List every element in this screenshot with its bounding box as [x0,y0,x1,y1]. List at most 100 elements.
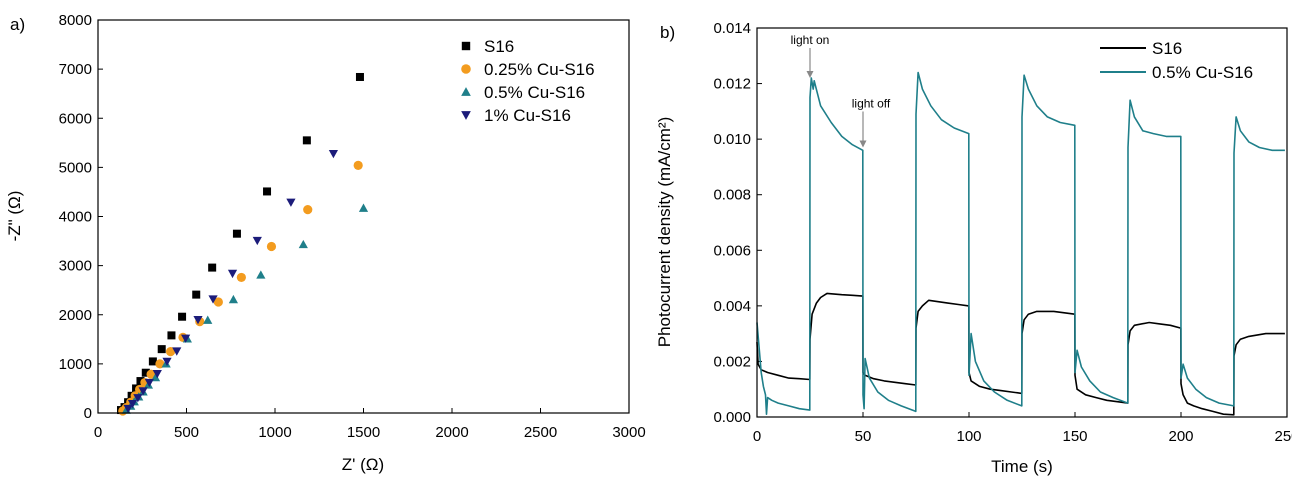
panel-a-data-point [192,290,201,299]
panel-a-legend-marker [461,111,471,120]
panel-b-series-lines [756,71,1285,416]
panel-b-photocurrent-plot: b) 0.000 0.002 0.004 0.006 0.008 0.010 0.012 0.… [655,20,1292,476]
panel-b-annotation-arrowhead [806,71,814,79]
panel-a-x-ticks: 0 500 1000 1500 2000 2500 3000 [94,408,646,441]
panel-a-data-point [141,368,150,377]
panel-b-y-ticks: 0.000 0.002 0.004 0.006 0.008 0.010 0.012 0.014 [713,20,762,426]
panel-a-data-point [172,347,182,356]
panel-a-data-point [133,394,143,403]
panel-a-data-point [358,203,369,212]
panel-b-y-tick-label: 0.000 [713,409,751,426]
panel-b-annotation-label: light off [852,96,891,110]
panel-a-y-tick-label: 5000 [59,159,92,176]
panel-a-data-point [123,404,133,414]
panel-a-eis-plot: a) 0 1000 2000 3000 4000 5000 6000 7000 8000 0 50… [5,12,646,474]
panel-a-data-point [155,359,165,369]
panel-a-data-point [203,315,213,324]
panel-a-data-point [302,136,311,145]
panel-a-series-2 [121,203,369,414]
panel-a-data-point [252,236,262,246]
panel-a-data-point [353,160,363,171]
panel-a-data-point [157,345,166,354]
panel-a-x-axis-title: Z' (Ω) [342,455,384,474]
panel-b-annotations: light on light off [791,33,891,148]
panel-b-x-tick-label: 0 [753,428,761,445]
panel-b-legend-label: S16 [1152,39,1182,58]
panel-a-data-point [263,187,272,196]
panel-a-data-point [127,399,138,409]
panel-a-y-tick-label: 1000 [59,356,92,373]
panel-a-data-point [208,263,217,272]
panel-b-y-axis-title: Photocurrent density (mA/cm²) [655,117,674,348]
panel-b-y-tick-label: 0.006 [713,242,751,259]
panel-a-x-tick-label: 1000 [258,424,291,441]
panel-a-data-point [144,378,154,388]
panel-b-annotation-arrowhead [859,140,867,148]
panel-a-legend-marker [461,41,471,51]
panel-a-legend-label: 1% Cu-S16 [484,106,571,125]
panel-b-label: b) [660,23,675,42]
panel-a-y-tick-label: 4000 [59,209,92,226]
panel-b-x-ticks: 0 50 100 150 200 250 [753,412,1292,445]
panel-a-data-point [328,149,339,159]
panel-b-annotation-label: light on [791,33,830,47]
panel-b-legend-label: 0.5% Cu-S16 [1152,63,1253,82]
panel-a-y-ticks: 0 1000 2000 3000 4000 5000 6000 7000 8000 [59,12,103,422]
panel-b-y-tick-label: 0.012 [713,76,751,93]
panel-a-data-point [152,370,162,379]
panel-a-y-tick-label: 6000 [59,110,92,127]
panel-a-legend-label: 0.5% Cu-S16 [484,83,585,102]
panel-b-x-axis-title: Time (s) [991,457,1053,476]
panel-a-data-point [266,241,277,252]
panel-a-x-tick-label: 1500 [347,424,380,441]
panel-a-data-point [138,387,148,396]
panel-a-legend-marker [461,87,471,96]
panel-b-x-tick-label: 150 [1062,428,1087,445]
panel-a-data-point [178,312,187,321]
panel-a-data-points [117,72,369,416]
panel-b-y-tick-label: 0.008 [713,187,751,204]
panel-a-data-point [167,331,176,340]
panel-b-plot-frame [756,27,1288,418]
panel-a-data-point [193,315,203,325]
panel-a-data-point [165,346,176,357]
panel-a-data-point [146,369,156,379]
panel-b-x-tick-label: 200 [1168,428,1193,445]
panel-a-x-tick-label: 500 [174,424,199,441]
panel-a-data-point [232,229,241,238]
panel-b-y-tick-label: 0.010 [713,131,751,148]
panel-a-y-tick-label: 8000 [59,12,92,29]
panel-a-data-point [148,357,157,366]
panel-a-data-point [181,334,191,343]
panel-a-plot-frame [97,19,630,414]
panel-a-series-3 [123,149,339,414]
panel-a-legend-label: S16 [484,37,514,56]
panel-a-y-tick-label: 0 [84,405,92,422]
panel-a-y-axis-title: -Z" (Ω) [5,191,24,242]
panel-a-legend: S16 0.25% Cu-S16 0.5% Cu-S16 1% Cu-S16 [461,37,595,125]
panel-a-x-tick-label: 2000 [435,424,468,441]
panel-a-y-tick-label: 2000 [59,307,92,324]
panel-a-data-point [136,377,145,386]
panel-b-y-tick-label: 0.002 [713,353,751,370]
panel-a-x-tick-label: 0 [94,424,102,441]
panel-b-y-tick-label: 0.004 [713,298,751,315]
panel-a-data-point [303,205,313,215]
panel-a-data-point [162,357,172,367]
panel-a-series-0 [117,72,364,415]
panel-a-x-tick-label: 2500 [524,424,557,441]
panel-a-data-point [208,295,218,304]
panel-b-x-tick-label: 250 [1274,428,1292,445]
panel-a-y-tick-label: 7000 [59,61,92,78]
panel-a-data-point [213,297,223,307]
panel-a-data-point [256,270,266,279]
panel-a-y-tick-label: 3000 [59,258,92,275]
panel-b-x-tick-label: 50 [855,428,872,445]
panel-a-legend-marker [461,64,471,74]
panel-a-data-point [286,198,296,207]
panel-b-series-line-1 [756,71,1285,415]
panel-a-data-point [228,294,239,304]
panel-a-data-point [355,72,364,81]
